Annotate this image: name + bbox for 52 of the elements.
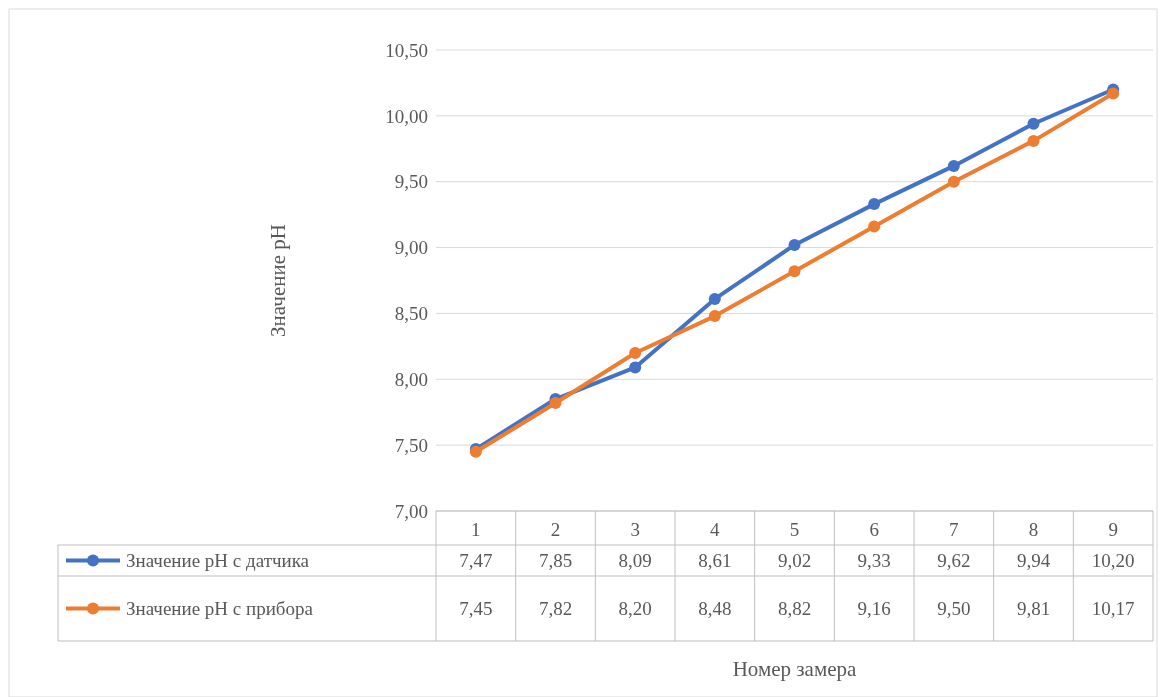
point (1027, 134, 1040, 147)
point (629, 361, 642, 374)
point (788, 265, 801, 278)
x-tick-label: 9 (1108, 518, 1118, 540)
data-label: 8,09 (618, 550, 652, 572)
text: Номер замера (732, 657, 858, 681)
x-tick-label: 3 (630, 518, 640, 540)
point (1027, 117, 1040, 130)
y-axis-title: Значение pH (266, 224, 290, 337)
point (947, 159, 960, 172)
x-tick-label: 8 (1028, 518, 1039, 540)
y-tick-label: 8,50 (394, 303, 428, 325)
x-tick-label: 1 (471, 518, 481, 540)
point (868, 220, 881, 233)
x-tick-label: 2 (550, 518, 561, 540)
legend-label: Значение pH с датчика (126, 550, 310, 572)
data-label: 7,45 (459, 598, 493, 620)
data-label: 7,85 (538, 550, 573, 572)
data-label: 9,33 (857, 550, 891, 572)
data-label: 9,94 (1016, 550, 1051, 572)
point (708, 292, 721, 305)
point (788, 238, 801, 251)
y-tick-label: 10,50 (385, 39, 428, 61)
y-tick-label: 9,50 (394, 171, 428, 193)
data-label: 9,02 (777, 550, 812, 572)
point (629, 346, 642, 359)
y-tick-label: 10,00 (385, 105, 428, 127)
data-label: 7,82 (538, 598, 573, 620)
data-label: 7,47 (459, 550, 493, 572)
data-label: 10,17 (1091, 598, 1135, 620)
point (708, 310, 721, 323)
x-tick-label: 7 (949, 518, 959, 540)
point (868, 198, 881, 211)
data-label: 9,62 (937, 550, 971, 572)
data-label: 9,81 (1016, 598, 1051, 620)
data-label: 8,20 (618, 598, 652, 620)
data-label: 10,20 (1091, 550, 1135, 572)
data-label: 9,16 (857, 598, 891, 620)
point (947, 175, 960, 188)
x-tick-label: 6 (869, 518, 879, 540)
x-tick-label: 4 (710, 518, 721, 540)
data-label: 8,48 (698, 598, 732, 620)
x-tick-label: 5 (789, 518, 800, 540)
legend-label: Значение pH с прибора (126, 598, 314, 620)
data-label: 8,82 (777, 598, 812, 620)
y-tick-label: 8,00 (394, 368, 428, 390)
data-label: 8,61 (698, 550, 732, 572)
y-tick-label: 7,00 (394, 500, 428, 522)
point (1107, 87, 1120, 100)
y-tick-label: 9,00 (394, 237, 428, 259)
data-label: 9,50 (937, 598, 971, 620)
y-tick-label: 7,50 (394, 434, 428, 456)
